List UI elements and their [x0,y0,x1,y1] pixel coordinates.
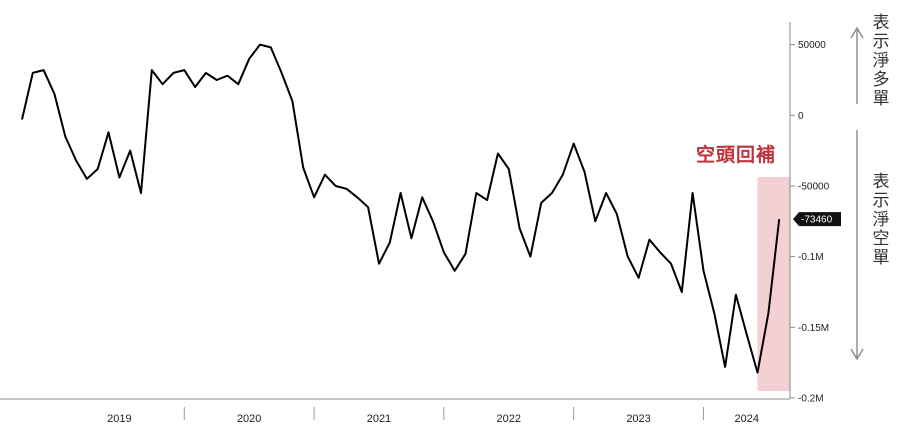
x-year-label: 2021 [367,413,391,425]
y-tick-label: -0.2M [798,394,824,405]
y-tick-label: -0.1M [798,252,824,263]
up-arrow-icon [850,26,864,104]
y-axis: 50000 0 -50000 -0.1M -0.15M -0.2M [789,22,830,405]
x-year-label: 2022 [497,413,521,425]
y-tick-label: 50000 [798,40,826,51]
x-year-label: 2020 [237,413,261,425]
short-cover-label: 空頭回補 [696,144,777,166]
x-year-label: 2019 [107,413,131,425]
y-tick-label: -0.15M [798,323,829,334]
direction-arrows [850,26,864,361]
y-tick-label: -50000 [798,181,830,192]
short-cover-highlight [757,177,790,391]
down-arrow-icon [850,130,864,361]
net-short-note: 表示淨空單 [872,172,890,268]
y-tick-label: 0 [798,111,804,122]
net-long-note: 表示淨多單 [872,13,890,109]
series-line [21,43,781,374]
last-value-text: -73460 [801,215,833,226]
last-value-label: -73460 [793,212,841,227]
x-axis: 2019 2020 2021 2022 2023 2024 [0,398,790,425]
x-year-label: 2023 [626,413,650,425]
x-year-label: 2024 [734,413,758,425]
